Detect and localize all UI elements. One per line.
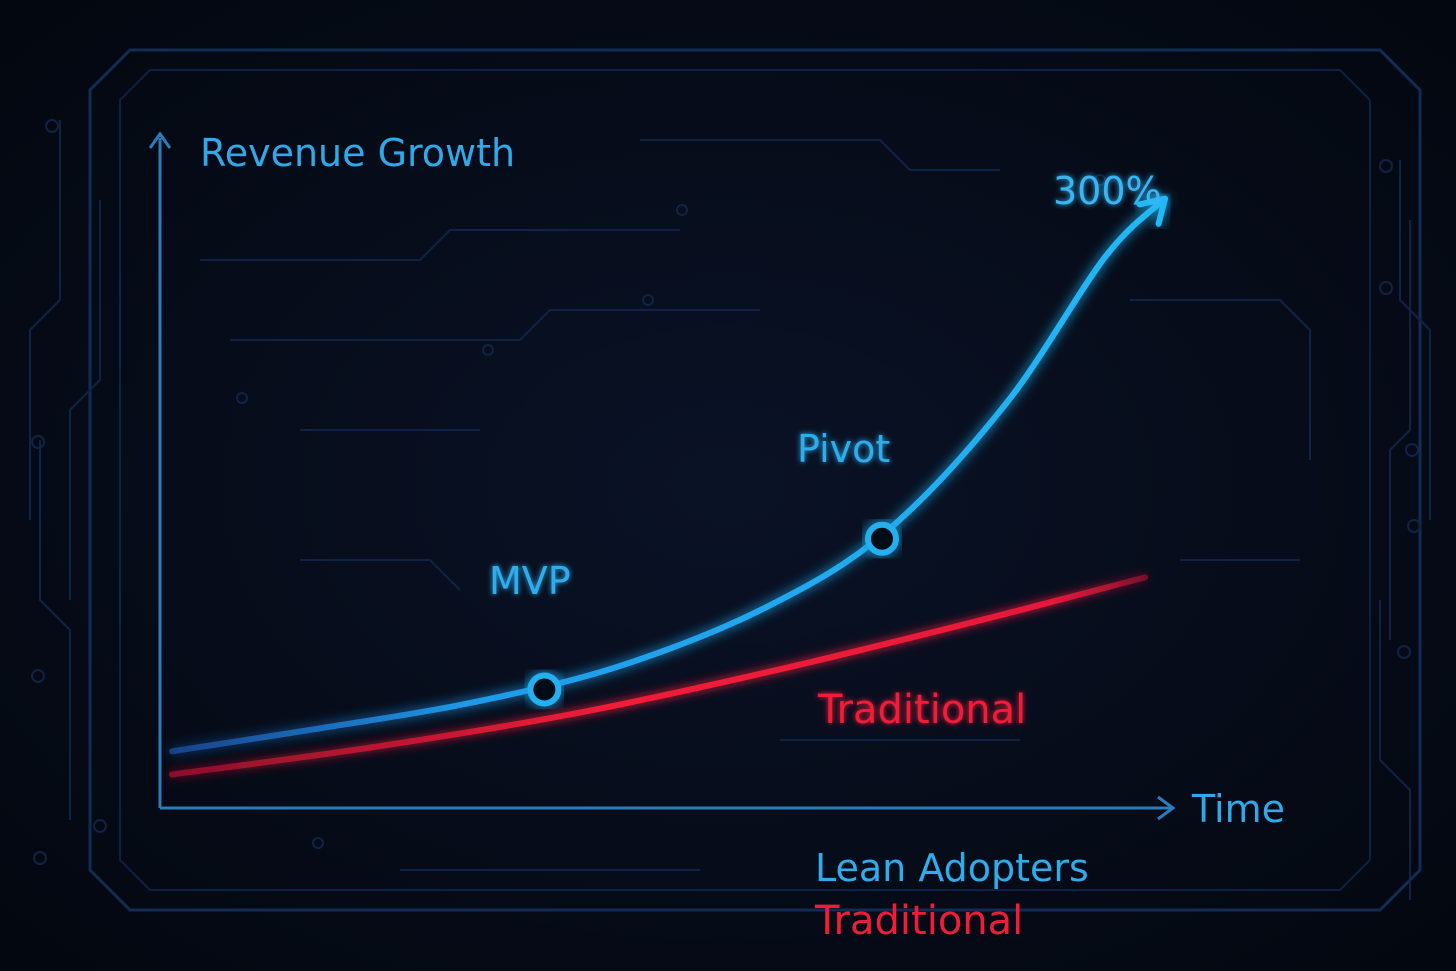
legend-label-traditional: Traditional (814, 898, 1023, 944)
series-lean-adopters-line (169, 195, 1168, 755)
legend: Lean Adopters Traditional (711, 846, 1089, 944)
mvp-label: MVP (489, 559, 571, 603)
end-value-label: 300% (1053, 169, 1162, 213)
traditional-series-label: Traditional (817, 687, 1026, 733)
legend-label-lean-adopters: Lean Adopters (815, 846, 1089, 890)
mvp-marker (527, 672, 562, 707)
x-axis-label: Time (1191, 787, 1285, 831)
pivot-marker (864, 521, 899, 556)
axes (148, 131, 1176, 821)
lean-arrowhead (1136, 195, 1168, 227)
series-traditional-line (169, 574, 1149, 778)
pivot-label: Pivot (797, 427, 890, 471)
circuit-decoration (29, 48, 1431, 912)
y-axis-label: Revenue Growth (200, 131, 515, 175)
x-axis-arrow (1157, 795, 1176, 821)
y-axis-arrow (148, 131, 172, 149)
